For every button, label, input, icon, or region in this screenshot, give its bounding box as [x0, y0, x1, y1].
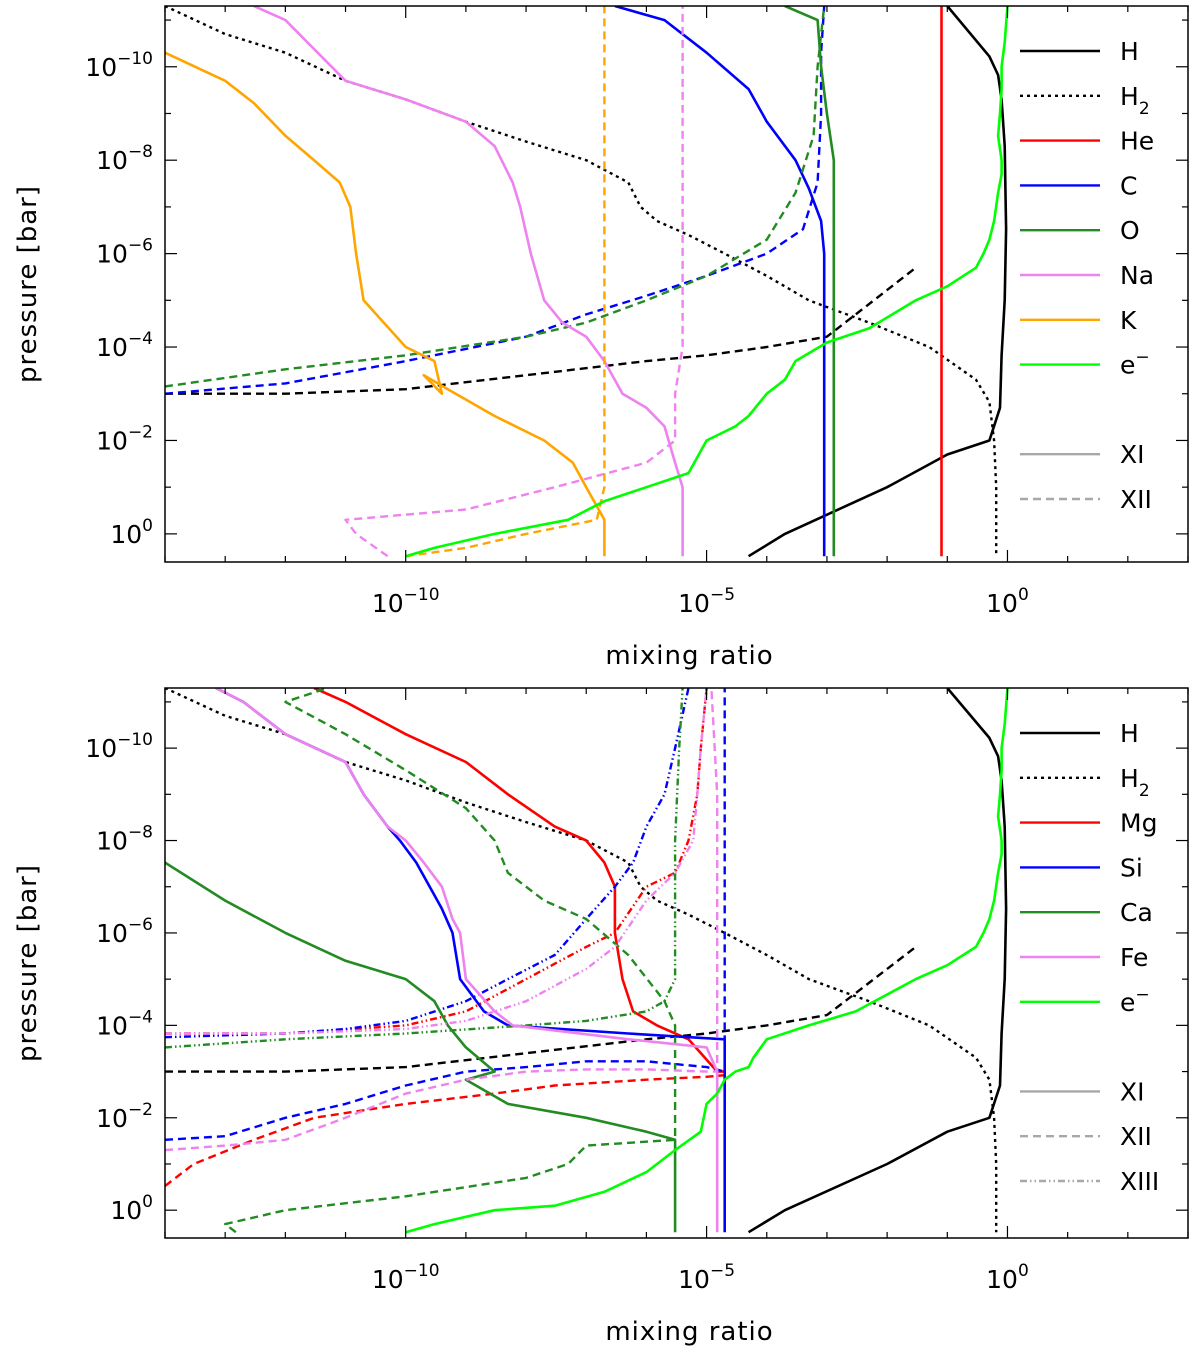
y-tick-label: 10−2 — [96, 1100, 153, 1133]
series-line-e — [405, 6, 1009, 558]
legend-label-xi: XI — [1120, 440, 1145, 469]
series-line-h2 — [165, 688, 998, 1233]
legend-label-h: H — [1120, 37, 1139, 66]
legend-label-mg: Mg — [1120, 809, 1157, 838]
series-line-o-xi — [784, 6, 836, 557]
series-line-mg-xii — [165, 1074, 725, 1187]
x-tick-label: 10−10 — [372, 1261, 440, 1294]
tick-marks — [164, 6, 1189, 562]
y-tick-label: 10−8 — [96, 142, 153, 175]
series-line-ca-xi — [165, 861, 677, 1233]
series-line-fe-xiii — [165, 688, 708, 1035]
y-tick-label: 10−2 — [96, 422, 153, 455]
legend-label-o: O — [1120, 216, 1140, 245]
series-line-si-xii — [165, 688, 726, 1141]
legend-label-na: Na — [1120, 261, 1154, 290]
y-tick-label: 10−8 — [96, 823, 153, 856]
series-line-c-xi — [614, 6, 826, 557]
y-tick-label: 100 — [110, 1192, 153, 1225]
series-line-e — [405, 688, 1009, 1234]
legend-label-si: Si — [1120, 853, 1143, 882]
chart-panel-top: 10−10 10−5 100 10−10 10−8 10−6 10−4 10−2 100 mixi… — [13, 5, 1189, 671]
series-line-h-xi — [747, 688, 1008, 1234]
x-tick-label: 100 — [986, 585, 1029, 618]
x-tick-label: 10−5 — [678, 1261, 735, 1294]
series-line-mg-xiii — [165, 688, 708, 1035]
series-line-si-xiii — [165, 688, 690, 1039]
series-line-fe-xii — [165, 688, 719, 1152]
legend-label-e-minus: e− — [1120, 985, 1150, 1017]
y-tick-label: 100 — [110, 516, 153, 549]
y-tick-label: 10−4 — [96, 329, 153, 362]
x-tick-label: 10−5 — [678, 585, 735, 618]
plot-frame — [164, 5, 1189, 563]
series-line-h-xi — [747, 6, 1008, 558]
series-line-na-xi — [253, 6, 684, 557]
series-line-fe-xi — [215, 688, 719, 1233]
x-tick-label: 100 — [986, 1261, 1029, 1294]
legend-label-h2: H2 — [1120, 82, 1150, 119]
legend-label-h2: H2 — [1120, 764, 1150, 801]
series-line-o-xii — [165, 6, 826, 388]
x-axis-label: mixing ratio — [605, 641, 773, 671]
series-group — [165, 688, 1009, 1234]
y-tick-label: 10−10 — [85, 730, 153, 763]
series-line-si-xi — [215, 688, 726, 1233]
series-group — [165, 6, 1009, 558]
chart-panel-bottom: 10−10 10−5 100 10−10 10−8 10−6 10−4 10−2 100 mixi… — [13, 687, 1189, 1347]
series-line-mg-xi — [313, 688, 725, 1073]
legend: H H2 He CO Na Ke− XI XII — [1020, 37, 1154, 514]
legend-label-k: K — [1120, 306, 1137, 335]
legend-label-xii: XII — [1120, 485, 1152, 514]
plot-frame — [164, 687, 1189, 1239]
legend-label-xi: XI — [1120, 1077, 1145, 1106]
series-line-k-xi — [165, 51, 606, 557]
series-line-c-xii — [165, 6, 826, 395]
legend-label-c: C — [1120, 171, 1137, 200]
legend-label-h: H — [1120, 719, 1139, 748]
series-line-h-xii — [165, 945, 917, 1073]
legend: H H2 Mg Si Ca Fe e− XI XII XIII — [1020, 719, 1159, 1196]
legend-label-ca: Ca — [1120, 898, 1153, 927]
y-tick-label: 10−10 — [85, 49, 153, 82]
y-tick-label: 10−4 — [96, 1007, 153, 1040]
y-axis-label: pressure [bar] — [13, 185, 43, 383]
y-tick-label: 10−6 — [96, 236, 153, 269]
legend-label-e-minus: e− — [1120, 348, 1150, 380]
legend-label-xiii: XIII — [1120, 1167, 1159, 1196]
series-line-ca-xii — [224, 688, 677, 1234]
y-tick-label: 10−6 — [96, 915, 153, 948]
legend-label-xii: XII — [1120, 1122, 1152, 1151]
x-axis-label: mixing ratio — [605, 1317, 773, 1347]
series-line-na-xii — [344, 6, 684, 558]
legend-label-he: He — [1120, 127, 1154, 156]
x-tick-label: 10−10 — [372, 585, 440, 618]
series-line-h2 — [165, 6, 998, 557]
tick-marks — [164, 688, 1189, 1238]
series-line-k-xii — [405, 6, 606, 558]
series-line-h-xii — [165, 266, 917, 395]
y-axis-label: pressure [bar] — [13, 864, 43, 1062]
legend-label-fe: Fe — [1120, 943, 1148, 972]
